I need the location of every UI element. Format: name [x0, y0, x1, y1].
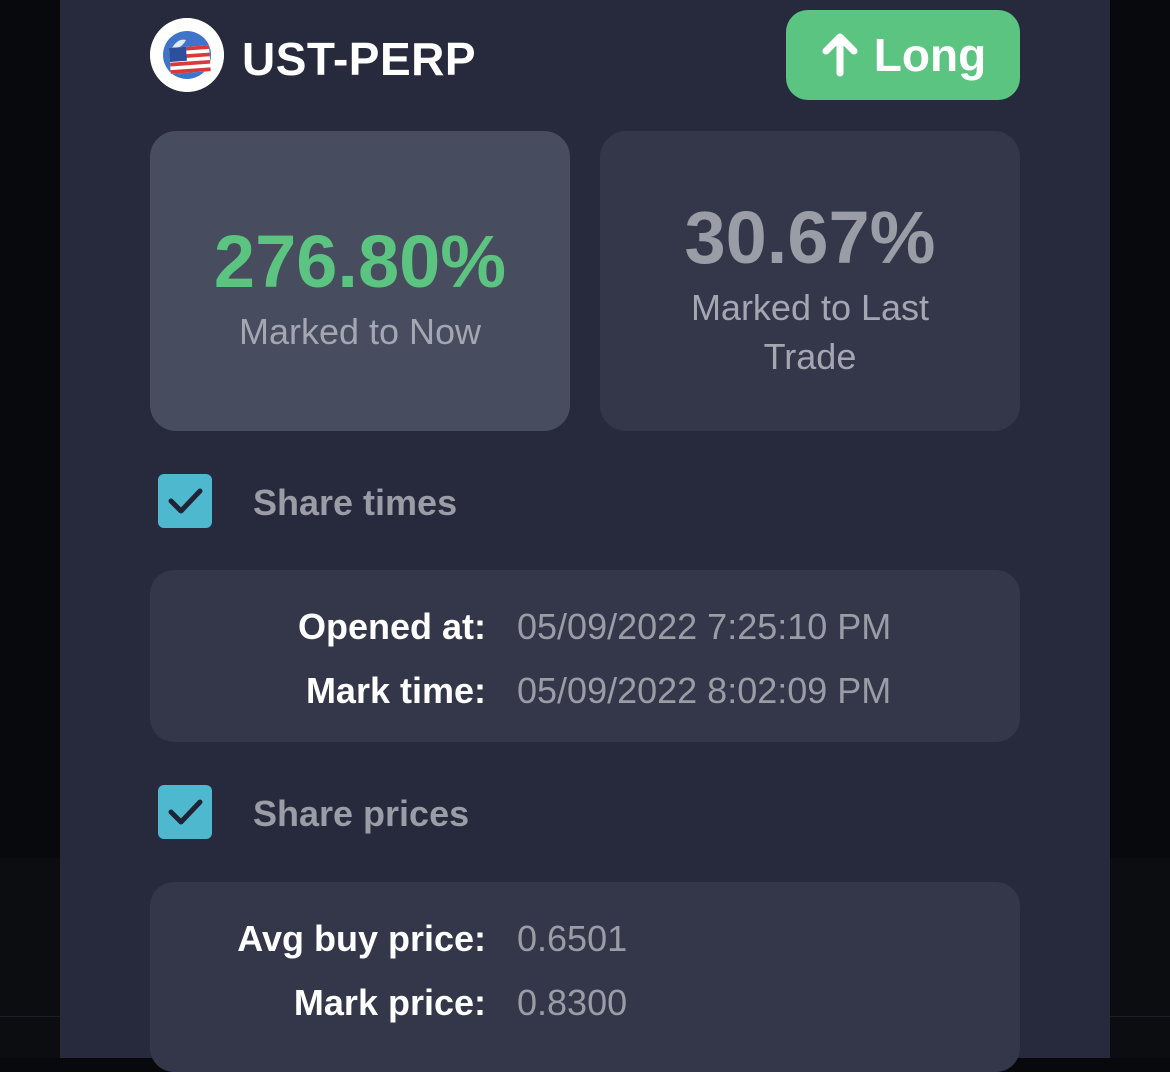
avg-buy-price-row: Avg buy price: 0.6501 — [150, 918, 1020, 968]
marked-to-last-trade-card[interactable]: 30.67% Marked to Last Trade — [600, 131, 1020, 431]
share-prices-label: Share prices — [253, 793, 470, 834]
opened-at-label: Opened at: — [297, 606, 486, 647]
mark-price-row: Mark price: 0.8300 — [150, 982, 1020, 1032]
arrow-up-icon — [822, 33, 858, 77]
share-times-label: Share times — [253, 482, 458, 523]
marked-to-now-value: 276.80% — [213, 220, 507, 303]
checkmark-icon — [168, 799, 203, 825]
share-times-toggle[interactable]: Share times — [158, 474, 758, 530]
marked-to-now-label: Marked to Now — [238, 311, 482, 352]
mark-time-label: Mark time: — [305, 670, 486, 711]
mark-price-value: 0.8300 — [517, 982, 628, 1023]
side-label: Long — [873, 29, 987, 81]
marked-to-last-trade-label: Marked to Last Trade — [690, 287, 930, 377]
market-name: UST-PERP — [242, 33, 477, 85]
position-header: UST-PERP Long — [150, 10, 1020, 100]
marked-to-last-trade-value: 30.67% — [684, 196, 936, 279]
prices-info-box: Avg buy price: 0.6501 Mark price: 0.8300 — [150, 882, 1020, 1072]
mark-price-label: Mark price: — [293, 982, 486, 1023]
share-times-checkbox[interactable] — [158, 474, 212, 528]
opened-at-value: 05/09/2022 7:25:10 PM — [517, 606, 892, 647]
times-info-box: Opened at: 05/09/2022 7:25:10 PM Mark ti… — [150, 570, 1020, 742]
long-side-badge: Long — [786, 10, 1020, 100]
us-flag-globe-icon — [150, 18, 224, 92]
checkmark-icon — [168, 488, 203, 514]
opened-at-row: Opened at: 05/09/2022 7:25:10 PM — [150, 606, 1020, 656]
avg-buy-price-label: Avg buy price: — [237, 918, 486, 959]
mark-time-value: 05/09/2022 8:02:09 PM — [517, 670, 892, 711]
position-share-panel: UST-PERP Long 276.80% Marked to Now 30.6… — [60, 0, 1110, 1072]
marked-to-now-card[interactable]: 276.80% Marked to Now — [150, 131, 570, 431]
avg-buy-price-value: 0.6501 — [517, 918, 628, 959]
share-prices-toggle[interactable]: Share prices — [158, 785, 758, 841]
mark-time-row: Mark time: 05/09/2022 8:02:09 PM — [150, 670, 1020, 720]
share-prices-checkbox[interactable] — [158, 785, 212, 839]
